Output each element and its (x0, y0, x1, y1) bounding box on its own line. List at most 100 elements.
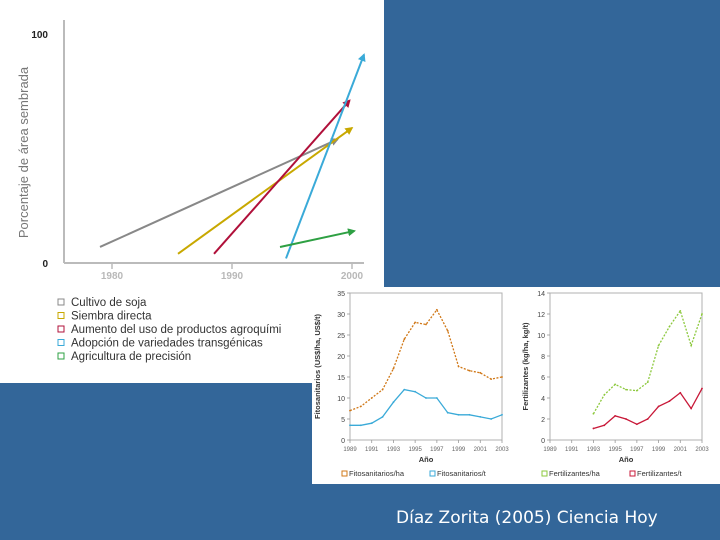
series-line-cultivo-de-soja (99, 138, 340, 248)
data-point (668, 400, 671, 403)
blue-panel-bottom-left (0, 383, 312, 540)
legend-label: Fitosanitarios/t (437, 469, 487, 478)
y-tick-label: 10 (537, 333, 545, 340)
y-axis-title: Fitosanitarios (US$/ha, US$/t) (313, 313, 322, 419)
fertilizantes-chart: 0 2 4 6 8 10 12 14 1989 1991 1993 1995 1997 1999 2001 2… (521, 291, 709, 478)
data-point (657, 405, 660, 408)
data-point (603, 424, 606, 427)
adoption-chart: 0 100 1980 1990 2000 Porcentaje de área sembr… (16, 20, 366, 363)
data-point (490, 418, 493, 420)
legend-marker (57, 298, 65, 306)
data-point (403, 388, 406, 391)
y-tick-label: 2 (541, 417, 545, 424)
data-point (479, 371, 482, 374)
data-point (701, 387, 703, 390)
data-point (425, 323, 427, 326)
legend-marker (57, 352, 65, 360)
data-point (403, 338, 406, 341)
x-tick-label: 2003 (695, 447, 709, 453)
data-point (690, 407, 693, 410)
data-point (370, 422, 373, 425)
x-axis-title: Año (419, 455, 434, 464)
x-tick-label: 1989 (543, 447, 557, 453)
data-point (625, 418, 627, 420)
y-tick-label: 15 (337, 375, 345, 382)
y-tick-label: 25 (337, 333, 345, 340)
y-tick-label: 35 (337, 291, 345, 298)
data-point (381, 416, 384, 418)
data-point (646, 418, 649, 420)
y-tick-label: 4 (541, 396, 545, 403)
data-point (635, 389, 638, 392)
y-tick-label: 20 (337, 354, 345, 361)
y-tick-label: 0 (341, 438, 345, 445)
legend-marker (57, 339, 65, 346)
data-point (414, 321, 417, 324)
data-point (435, 397, 438, 399)
x-tick-label: 1993 (587, 447, 601, 453)
data-point (614, 414, 617, 417)
legend-label: Aumento del uso de productos agroquími (71, 324, 281, 336)
legend-label: Adopción de variedades transgénicas (71, 338, 263, 350)
legend-marker (629, 470, 636, 477)
x-axis-title: Año (619, 455, 634, 464)
y-tick-label: 6 (541, 375, 545, 382)
data-point (446, 411, 449, 414)
data-point (381, 388, 384, 391)
fitosanitarios-chart: 0 5 10 15 20 25 30 35 1989 1991 1993 1995 1997 1999 20… (313, 291, 509, 478)
x-tick-label: 1993 (387, 447, 401, 453)
data-point (657, 344, 660, 347)
x-tick-label: 1990 (221, 271, 244, 282)
x-tick-label: 2001 (674, 447, 688, 453)
y-axis-title: Fertilizantes (kg/ha, kg/t) (521, 322, 530, 410)
legend-marker (429, 470, 436, 477)
x-tick-label: 1991 (565, 447, 579, 453)
data-point (359, 405, 362, 408)
data-point (414, 390, 417, 393)
data-point (479, 416, 482, 418)
source-caption: Díaz Zorita (2005) Ciencia Hoy (396, 508, 658, 528)
x-tick-label: 1989 (343, 447, 357, 453)
legend-label: Siembra directa (71, 311, 152, 323)
blue-panel-top-right (384, 0, 720, 287)
data-point (668, 325, 671, 328)
y-tick-label: 5 (341, 417, 345, 424)
legend-marker (57, 325, 65, 333)
y-tick-label: 12 (537, 312, 545, 319)
data-point (392, 401, 395, 404)
data-point (635, 423, 638, 426)
data-point (501, 376, 503, 378)
legend-label: Agricultura de precisión (71, 351, 191, 363)
data-point (370, 397, 373, 399)
data-point (690, 344, 693, 347)
data-point (392, 367, 395, 370)
x-tick-label: 1995 (608, 447, 622, 453)
series-line-fitosanitarios-t (350, 388, 503, 426)
series-line-aumento-del-uso-de-productos-agroquimicos (213, 99, 351, 255)
data-point (457, 413, 460, 416)
data-point (679, 391, 682, 394)
data-point (679, 309, 682, 312)
data-point (457, 365, 460, 368)
plot-frame (549, 292, 703, 441)
y-axis-title: Porcentaje de área sembrada (16, 66, 31, 238)
data-point (592, 427, 595, 430)
legend-marker (341, 470, 348, 477)
x-tick-label: 1997 (630, 447, 644, 453)
series-line-siembra-directa (177, 126, 354, 255)
series-line-adopcion-de-variedades-transgenicas (285, 53, 366, 259)
legend-label: Fertilizantes/ha (549, 469, 601, 478)
y-tick-label: 0 (541, 438, 545, 445)
x-tick-label: 2001 (474, 447, 488, 453)
data-point (701, 313, 703, 315)
data-point (446, 329, 449, 332)
data-point (425, 397, 427, 399)
y-tick-label: 30 (337, 312, 345, 319)
x-tick-label: 2003 (495, 447, 509, 453)
x-tick-label: 1999 (452, 447, 466, 453)
data-point (646, 381, 649, 384)
y-tick-label: 10 (337, 396, 345, 403)
x-tick-label: 1995 (408, 447, 422, 453)
legend-label: Fertilizantes/t (637, 469, 683, 478)
blue-panel-bottom-right (312, 484, 720, 540)
